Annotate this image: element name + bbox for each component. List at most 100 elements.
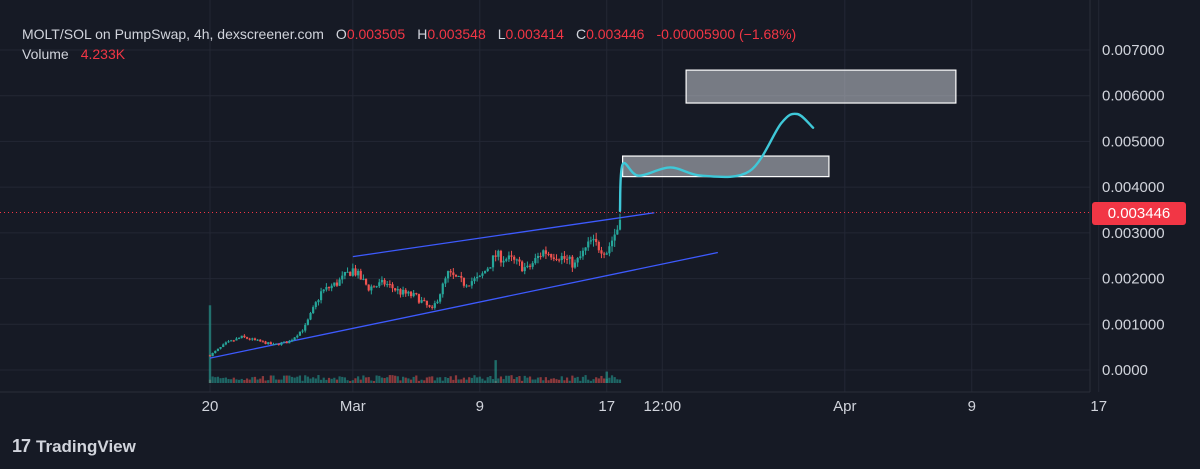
volume-bar [523,375,526,383]
volume-bar [304,375,307,383]
candle-body [227,341,230,343]
volume-label[interactable]: Volume [22,46,69,62]
volume-value: 4.233K [80,46,126,62]
volume-bar [587,379,590,383]
high-label: H [417,26,428,42]
volume-bar [584,375,587,383]
volume-bar [505,375,508,383]
drawing-annotations[interactable] [0,69,1090,359]
y-tick-label: 0.0000 [1102,362,1148,379]
volume-bar [301,380,304,383]
candle-body [539,255,542,257]
candle-body [433,303,436,308]
volume-bar [608,377,611,383]
x-tick-label: Mar [340,398,366,415]
volume-bar [473,375,476,383]
candle-body [431,306,434,308]
volume-bar [597,378,600,383]
volume-bar [325,379,328,383]
candle-body [446,271,450,279]
candle-body [230,340,233,342]
volume-bar [510,375,513,383]
volume-bar [507,375,510,383]
volume-bar [388,375,391,383]
volume-bar [277,379,280,383]
volume-bar [362,375,365,383]
low-value: 0.003414 [505,26,564,42]
volume-bar [563,380,566,383]
candle-body [565,258,569,260]
candle-body [610,240,614,247]
candle-body [277,343,280,345]
candle-body [560,256,563,261]
volume-bar [275,379,278,383]
volume-bar [370,380,373,383]
volume-bar [483,380,487,383]
volume-bar [309,378,312,383]
symbol-label[interactable]: MOLT/SOL on PumpSwap, 4h, dexscreener.co… [22,26,324,42]
candle-body [441,283,444,295]
candle-body [401,289,405,295]
channel-upper-line [352,212,655,258]
volume-bar [404,377,407,383]
candle-body [457,276,460,278]
volume-bar [230,379,233,383]
candle-body [293,337,296,341]
candle-body [275,343,278,345]
volume-bar [364,377,368,383]
volume-bar [314,378,317,383]
candle-body [301,330,304,332]
candle-body [298,331,302,336]
volume-bar [528,376,532,383]
volume-bar [282,375,286,383]
tradingview-brand[interactable]: 17 TradingView [12,436,136,457]
volume-bar [502,379,505,383]
candle-body [349,271,352,276]
volume-bar [338,376,341,383]
volume-bar [354,378,357,383]
brand-name: TradingView [36,436,136,456]
volume-bar [264,380,267,383]
volume-bar [558,379,561,383]
volume-bar [346,380,349,383]
volume-bar [534,379,537,383]
candle-body [608,246,611,254]
candle-body [494,255,497,257]
volume-bar [603,378,606,383]
volume-spike [494,360,497,383]
high-value: 0.003548 [427,26,486,42]
candle-body [425,300,428,306]
candle-body [618,219,622,230]
volume-bar [367,377,370,383]
candle-body [521,261,524,272]
candle-body [452,272,455,275]
volume-bar [412,376,415,383]
volume-bar [296,376,299,383]
volume-bar [581,376,585,383]
y-tick-label: 0.006000 [1102,88,1165,105]
x-tick-label: 20 [202,398,219,415]
volume-bar [595,377,598,383]
volume-bar [248,379,251,383]
x-tick-label: 17 [1090,398,1107,415]
open-value: 0.003505 [346,26,406,42]
candle-body [357,270,360,276]
volume-bar [444,377,447,383]
candle-body [224,342,227,345]
volume-bar [319,379,323,383]
volume-bar [468,377,471,383]
candle-body [573,262,577,268]
candle-body [600,250,603,254]
candle-body [378,282,381,287]
candle-body [470,281,473,286]
volume-bar [476,377,479,383]
volume-bar [235,379,238,383]
volume-bar [600,375,603,383]
axis-labels: 0.007000 0.006000 0.005000 0.004000 0.003000… [202,42,1165,415]
candle-body [544,250,548,254]
volume-bar [394,375,397,383]
volume-bar [396,376,399,383]
volume-bar [457,379,460,383]
volume-bar [489,375,492,383]
